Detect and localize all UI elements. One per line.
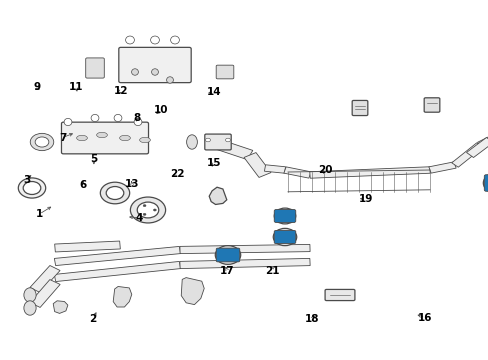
- Polygon shape: [264, 165, 285, 173]
- FancyBboxPatch shape: [274, 210, 295, 222]
- FancyBboxPatch shape: [61, 122, 148, 154]
- Ellipse shape: [278, 211, 291, 221]
- Ellipse shape: [77, 135, 87, 141]
- Text: 22: 22: [169, 168, 184, 179]
- FancyBboxPatch shape: [351, 100, 367, 116]
- Ellipse shape: [24, 288, 36, 302]
- Ellipse shape: [97, 132, 107, 138]
- Ellipse shape: [225, 138, 230, 142]
- Ellipse shape: [277, 231, 292, 242]
- Polygon shape: [451, 143, 482, 167]
- Ellipse shape: [482, 172, 488, 194]
- Ellipse shape: [100, 182, 129, 204]
- Ellipse shape: [125, 36, 134, 44]
- Ellipse shape: [64, 118, 72, 126]
- Ellipse shape: [23, 181, 41, 194]
- Text: 12: 12: [114, 86, 128, 96]
- Ellipse shape: [274, 208, 295, 224]
- Polygon shape: [466, 138, 488, 158]
- Text: 8: 8: [133, 113, 140, 123]
- Text: 4: 4: [135, 213, 143, 223]
- FancyBboxPatch shape: [216, 65, 233, 79]
- Polygon shape: [309, 167, 429, 178]
- Text: 3: 3: [23, 175, 30, 185]
- Ellipse shape: [166, 77, 173, 83]
- FancyBboxPatch shape: [483, 175, 488, 191]
- Polygon shape: [217, 140, 252, 159]
- Text: 11: 11: [68, 82, 83, 92]
- Text: 19: 19: [358, 194, 372, 204]
- Ellipse shape: [170, 36, 179, 44]
- Ellipse shape: [273, 228, 296, 246]
- Ellipse shape: [18, 178, 45, 198]
- FancyBboxPatch shape: [325, 289, 354, 301]
- Ellipse shape: [153, 209, 156, 211]
- Ellipse shape: [151, 69, 158, 75]
- Text: 16: 16: [417, 312, 432, 323]
- Polygon shape: [477, 127, 488, 148]
- Text: 15: 15: [206, 158, 221, 168]
- Ellipse shape: [134, 118, 142, 126]
- Text: 1: 1: [36, 209, 42, 219]
- Polygon shape: [244, 153, 270, 177]
- Ellipse shape: [143, 204, 146, 207]
- FancyBboxPatch shape: [274, 230, 295, 243]
- Polygon shape: [209, 187, 226, 204]
- Text: 18: 18: [304, 314, 319, 324]
- Text: 9: 9: [33, 82, 40, 92]
- Ellipse shape: [150, 36, 159, 44]
- Polygon shape: [53, 301, 68, 314]
- Text: 14: 14: [206, 87, 221, 97]
- Polygon shape: [54, 247, 180, 266]
- Polygon shape: [54, 261, 180, 282]
- Text: 7: 7: [59, 132, 66, 143]
- Polygon shape: [30, 265, 60, 293]
- Text: 20: 20: [317, 165, 332, 175]
- Polygon shape: [180, 258, 309, 269]
- FancyBboxPatch shape: [85, 58, 104, 78]
- Ellipse shape: [220, 249, 235, 261]
- Ellipse shape: [143, 213, 146, 215]
- Text: 5: 5: [90, 154, 97, 164]
- Ellipse shape: [35, 137, 49, 147]
- FancyBboxPatch shape: [204, 134, 231, 150]
- Ellipse shape: [186, 135, 197, 149]
- Polygon shape: [30, 280, 60, 307]
- Polygon shape: [180, 244, 309, 253]
- FancyBboxPatch shape: [216, 248, 239, 262]
- Ellipse shape: [120, 135, 130, 141]
- Ellipse shape: [30, 133, 54, 150]
- Polygon shape: [428, 162, 455, 173]
- FancyBboxPatch shape: [119, 48, 191, 83]
- Polygon shape: [181, 278, 204, 305]
- Polygon shape: [55, 241, 120, 252]
- Ellipse shape: [131, 69, 138, 75]
- Ellipse shape: [137, 202, 159, 218]
- Text: 17: 17: [220, 266, 234, 276]
- FancyBboxPatch shape: [423, 98, 439, 112]
- Ellipse shape: [106, 186, 123, 199]
- Ellipse shape: [91, 114, 99, 122]
- Ellipse shape: [114, 114, 122, 122]
- Polygon shape: [283, 167, 310, 178]
- Text: 21: 21: [265, 266, 280, 276]
- Ellipse shape: [130, 197, 165, 223]
- Ellipse shape: [215, 246, 240, 264]
- Ellipse shape: [24, 301, 36, 315]
- Text: 13: 13: [124, 179, 139, 189]
- Polygon shape: [113, 287, 131, 307]
- Text: 10: 10: [154, 105, 168, 115]
- Text: 6: 6: [80, 180, 86, 190]
- Text: 2: 2: [89, 314, 96, 324]
- Ellipse shape: [140, 137, 150, 143]
- Ellipse shape: [205, 138, 210, 142]
